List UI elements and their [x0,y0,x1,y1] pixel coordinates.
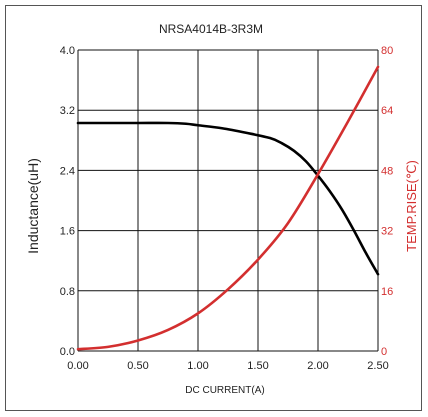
chart-title: NRSA4014B-3R3M [159,22,263,36]
x-axis-label: DC CURRENT(A) [185,385,264,396]
y-tick-label-left: 4.0 [60,45,75,57]
inductance-series-line [76,121,380,276]
y-tick-label-left: 2.4 [60,165,75,177]
y-axis-label-left: Inductance(uH) [25,158,41,254]
chart: NRSA4014B-3R3M 0.00 0.50 1.00 1.50 2.00 2.500… [25,22,419,396]
y-tick-label-right: 16 [381,286,393,298]
x-tick-label: 0.00 [67,360,88,372]
y-tick-label-right: 64 [381,105,393,117]
chart-frame: NRSA4014B-3R3M 0.00 0.50 1.00 1.50 2.00 2.50 0… [5,5,422,411]
y-tick-label-left: 0.8 [60,286,75,298]
y-tick-label-left: 1.6 [60,226,75,238]
series-group [76,65,380,351]
x-tick-label: 2.00 [307,360,328,372]
x-tick-label: 2.50 [367,360,388,372]
y-tick-label-right: 32 [381,226,393,238]
x-tick-label: 0.50 [127,360,148,372]
y-tick-label-left: 0.0 [60,346,75,358]
temp-rise-series-line [76,65,380,351]
y-axis-label-right: TEMP.RISE(℃) [404,160,419,252]
y-tick-label-right: 0 [381,346,387,358]
y-tick-label-right: 48 [381,165,393,177]
y-tick-label-left: 3.2 [60,105,75,117]
y-tick-label-right: 80 [381,45,393,57]
x-tick-label: 1.00 [187,360,208,372]
tick-labels: 0.00 0.50 1.00 1.50 2.00 2.50 0.0 0.8 1.6 2.4 3.2 4… [60,45,394,372]
grid [77,49,379,352]
x-tick-label: 1.50 [247,360,268,372]
